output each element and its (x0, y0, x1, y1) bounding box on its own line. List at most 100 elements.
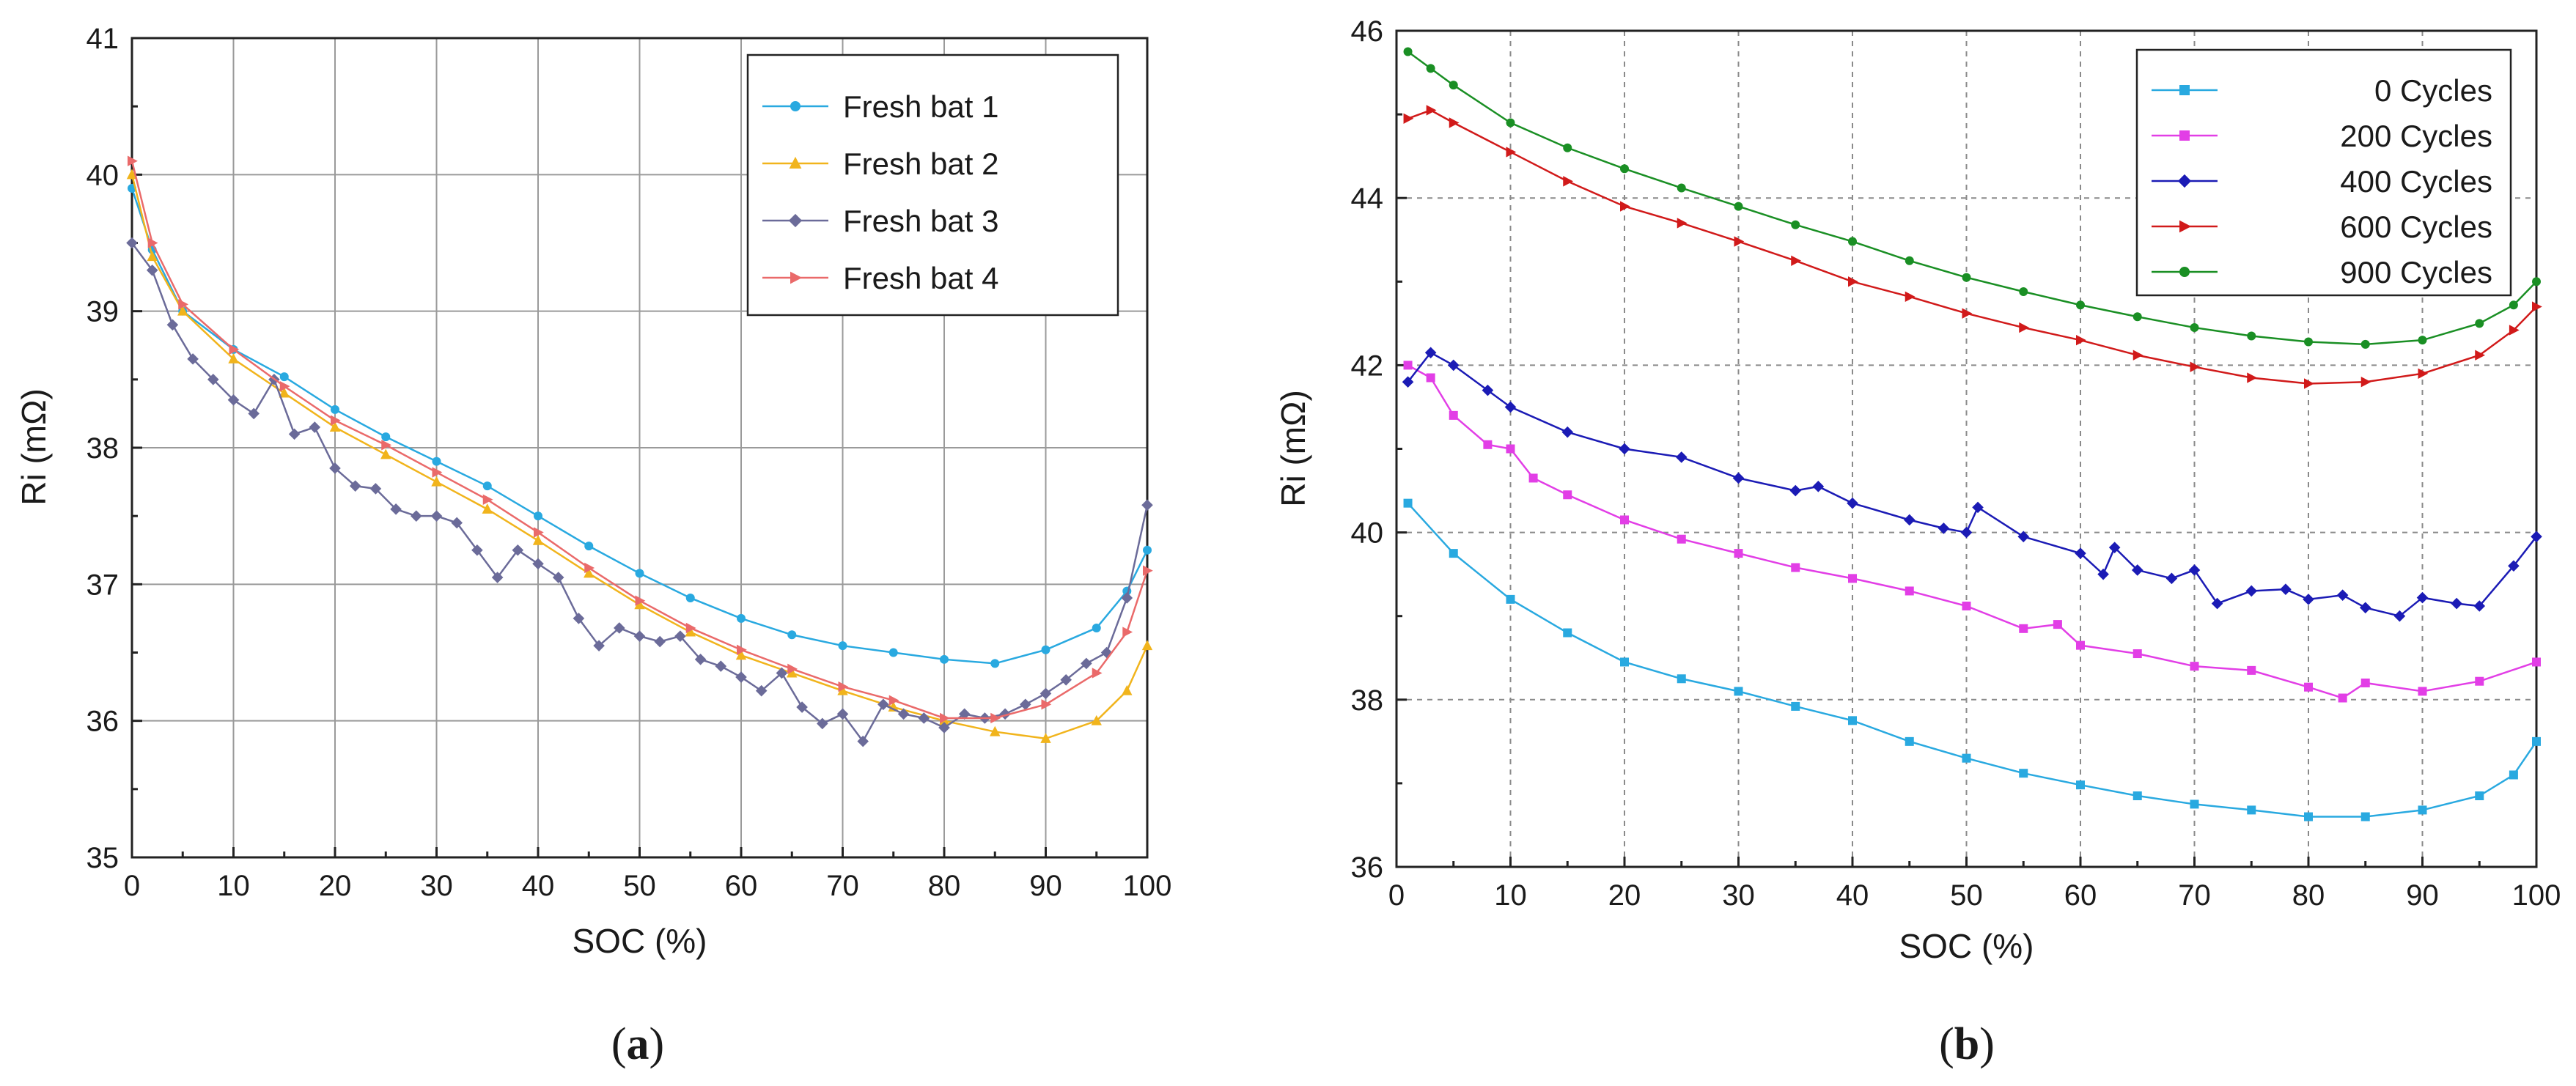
data-point (940, 712, 950, 724)
legend-marker (2179, 220, 2192, 233)
y-tick-label: 36 (1351, 852, 1384, 884)
x-axis-title: SOC (%) (1899, 927, 2034, 965)
data-point (279, 372, 289, 382)
data-point (2393, 610, 2406, 622)
data-point (2108, 542, 2121, 553)
data-point (694, 654, 707, 665)
data-point (349, 480, 361, 492)
y-tick-label: 46 (1351, 15, 1384, 48)
data-point (1504, 401, 1517, 413)
data-point (817, 717, 828, 730)
data-point (2532, 736, 2541, 746)
data-point (1141, 499, 1153, 511)
data-point (1449, 81, 1458, 90)
data-point (1848, 716, 1857, 725)
x-tick-label: 20 (1608, 879, 1641, 912)
caption-paren: ) (649, 1019, 665, 1069)
data-point (1962, 308, 1973, 319)
legend-label: 900 Cycles (2340, 255, 2492, 289)
data-point (1426, 373, 1435, 383)
data-point (2360, 678, 2370, 687)
data-point (2019, 624, 2028, 633)
series-line (1407, 502, 2538, 818)
data-point (2509, 300, 2518, 310)
series-fresh-bat-1 (128, 183, 1152, 668)
data-point (1092, 668, 1103, 679)
data-point (1677, 674, 1686, 684)
data-point (654, 635, 666, 648)
caption-paren: ) (1979, 1019, 1995, 1069)
y-tick-label: 38 (1351, 684, 1384, 717)
legend-marker (2179, 85, 2190, 95)
data-point (1449, 117, 1460, 128)
data-point (1403, 498, 1413, 508)
data-point (1449, 549, 1458, 558)
legend-marker (2179, 130, 2190, 141)
legend-marker (2177, 174, 2192, 188)
x-tick-label: 40 (1836, 879, 1869, 912)
data-point (482, 481, 492, 491)
data-point (432, 467, 443, 478)
data-point (381, 432, 391, 442)
data-point (1620, 164, 1629, 174)
data-point (2304, 378, 2314, 389)
data-point (1020, 698, 1031, 711)
data-point (146, 264, 158, 276)
data-point (482, 494, 493, 506)
data-point (1905, 736, 1914, 746)
y-tick-label: 44 (1351, 182, 1384, 215)
data-point (584, 542, 594, 551)
data-point (1563, 490, 1572, 500)
data-point (1734, 236, 1745, 247)
data-point (2132, 312, 2142, 322)
data-point (1092, 623, 1101, 632)
x-tick-label: 0 (124, 870, 140, 902)
data-point (1122, 684, 1133, 695)
data-point (715, 660, 727, 672)
data-point (2076, 334, 2086, 346)
data-point (1143, 545, 1152, 555)
x-tick-label: 20 (319, 870, 352, 902)
series-400-cycles (1402, 347, 2542, 622)
data-point (2076, 640, 2085, 650)
data-point (279, 387, 290, 398)
y-tick-label: 37 (87, 569, 119, 601)
data-point (635, 595, 646, 606)
data-point (2338, 693, 2347, 703)
data-point (309, 421, 321, 433)
data-point (2076, 780, 2085, 790)
x-tick-label: 90 (2406, 879, 2439, 912)
data-point (512, 544, 524, 556)
data-point (787, 663, 798, 675)
data-point (1812, 481, 1825, 492)
data-point (735, 649, 747, 660)
data-point (2475, 676, 2484, 686)
data-point (552, 572, 564, 583)
data-point (2245, 585, 2258, 597)
legend-marker (790, 101, 801, 111)
data-point (166, 319, 179, 331)
data-point (227, 394, 240, 406)
series-line (1407, 351, 2537, 618)
data-point (2247, 805, 2256, 815)
data-point (796, 701, 808, 713)
data-point (432, 457, 441, 466)
y-tick-label: 40 (87, 159, 119, 191)
data-point (1506, 118, 1515, 128)
data-point (279, 380, 290, 392)
data-point (1081, 657, 1092, 670)
caption-paren: ( (611, 1019, 627, 1069)
data-point (1962, 273, 1971, 282)
data-point (178, 299, 189, 310)
legend-label: 600 Cycles (2340, 210, 2492, 244)
x-tick-label: 90 (1029, 870, 1062, 902)
data-point (1620, 657, 1629, 667)
data-point (2509, 770, 2518, 780)
data-point (918, 712, 930, 724)
data-point (573, 613, 585, 624)
data-point (1734, 549, 1743, 558)
data-point (776, 667, 788, 679)
data-point (940, 654, 949, 664)
data-point (685, 593, 695, 602)
data-point (838, 641, 847, 651)
